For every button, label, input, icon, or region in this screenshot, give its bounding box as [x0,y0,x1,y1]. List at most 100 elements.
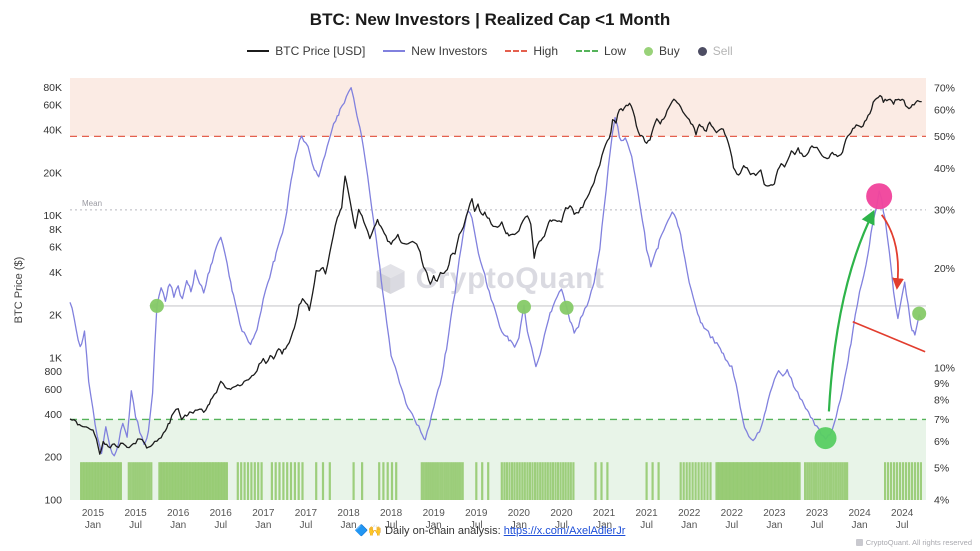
signal-bar [726,462,729,500]
signal-bar [139,462,143,500]
legend-item-buy[interactable]: Buy [644,44,680,58]
legend-item-new-investors[interactable]: New Investors [383,44,487,58]
legend-item-btc-price-usd[interactable]: BTC Price [USD] [247,44,365,58]
y-right-tick-label: 4% [934,495,949,507]
signal-bar [819,462,822,500]
signal-bar [441,462,444,500]
signal-bar [890,462,893,500]
signal-bar [817,462,820,500]
x-tick-year-label: 2024 [891,508,914,519]
signal-bar [748,462,751,500]
signal-bar [110,462,113,500]
signal-bar [839,462,842,500]
x-tick-month-label: Jan [766,520,782,531]
signal-bar [172,462,175,500]
signal-bar [195,462,198,500]
signal-bar [95,462,98,500]
signal-bar [910,462,913,500]
x-tick-year-label: 2017 [252,508,275,519]
legend-item-high[interactable]: High [505,44,558,58]
signal-bar [808,462,811,500]
signal-bar [536,462,539,500]
signal-bar [795,462,798,500]
signal-bar [798,462,801,500]
signal-bar [774,462,777,500]
legend-label: BTC Price [USD] [275,44,366,58]
signal-bar [216,462,219,500]
signal-bar [528,462,531,500]
x-tick-year-label: 2020 [508,508,531,519]
signal-bar [201,462,204,500]
signal-bar [84,462,87,500]
y-left-tick-label: 10K [43,210,62,222]
signal-bar [225,462,228,500]
legend-item-sell[interactable]: Sell [697,44,733,58]
legend-item-low[interactable]: Low [576,44,626,58]
signal-bar [724,462,728,500]
signal-bar [761,462,764,500]
signal-bar [526,462,529,500]
x-tick-year-label: 2021 [593,508,616,519]
signal-bar [562,462,565,500]
signal-bar [196,462,199,500]
signal-bar [904,462,908,500]
x-tick-month-label: Jul [470,520,483,531]
signal-bar [129,462,132,500]
chart-title: BTC: New Investors | Realized Cap <1 Mon… [309,10,671,29]
signal-bar [164,462,167,500]
signal-bar [198,462,201,500]
watermark-text: CryptoQuant [415,262,605,295]
signal-bar [898,462,902,500]
signal-bar [884,462,887,500]
x-tick-month-label: Jan [255,520,271,531]
y-left-tick-label: 1K [49,352,62,364]
signal-bar [224,462,227,500]
signal-bar [181,462,184,500]
footer-link[interactable]: https://x.com/AxelAdlerJr [503,525,626,537]
signal-bar [554,462,557,500]
y-right-tick-label: 10% [934,363,955,375]
signal-bar [768,462,771,500]
signal-bar [703,462,706,500]
signal-bar [98,462,101,500]
y-left-tick-label: 20K [43,167,62,179]
signal-bar [893,462,896,500]
signal-bar [386,462,389,500]
signal-bar [503,462,506,500]
x-tick-month-label: Jul [214,520,227,531]
signal-bar [189,462,192,500]
signal-bar [895,462,899,500]
y-left-tick-label: 60K [43,100,62,112]
signal-bar [106,462,109,500]
signal-bar [184,462,187,500]
new-investors-line [69,87,923,457]
legend-label: High [533,44,558,58]
signal-bar [810,462,813,500]
signal-bar [830,462,833,500]
signal-bar [461,462,464,500]
copyright-text: CryptoQuant. All rights reserved [865,538,972,547]
red-trendline [852,320,926,353]
signal-bar [737,462,740,500]
signal-bar [789,462,792,500]
y-right-tick-label: 50% [934,131,955,143]
signal-bar [567,462,570,500]
signal-bar [207,462,210,500]
signal-bar [127,462,130,500]
signal-bar [253,462,256,500]
signal-bar [205,462,209,500]
sell-marker [866,183,893,210]
signal-bar [776,462,779,500]
signal-bar [113,462,116,500]
signal-bar [594,462,597,500]
signal-bar [513,462,516,500]
signal-bar [812,462,815,500]
x-tick-month-label: Jan [681,520,697,531]
signal-bar [651,462,654,500]
signal-bar [175,462,178,500]
y-left-axis-title: BTC Price ($) [13,257,25,324]
y-left-tick-label: 800 [44,366,62,378]
signal-bar [390,462,394,500]
signal-bar [449,462,452,500]
signal-bar [161,462,164,500]
